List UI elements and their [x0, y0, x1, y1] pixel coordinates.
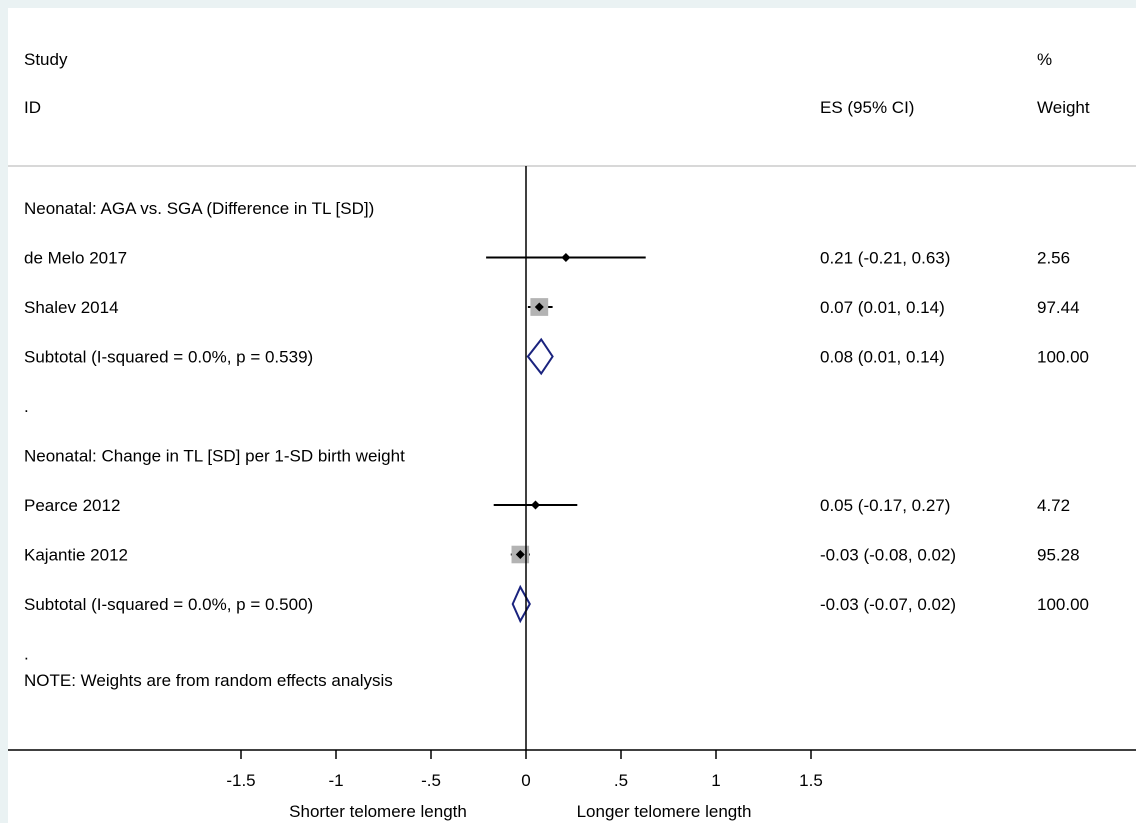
weight-value: 4.72 [1037, 496, 1070, 515]
group-label: Neonatal: Change in TL [SD] per 1-SD bir… [24, 447, 405, 466]
point-estimate [531, 500, 540, 510]
weight-value: 2.56 [1037, 249, 1070, 268]
header-study: Study [24, 50, 68, 69]
study-label: Kajantie 2012 [24, 546, 128, 565]
point-estimate [534, 302, 544, 312]
header-weight: Weight [1037, 98, 1090, 117]
subtotal-label: Subtotal (I-squared = 0.0%, p = 0.500) [24, 595, 313, 614]
x-tick-label: 0 [521, 771, 530, 790]
x-tick-label: -1 [328, 771, 343, 790]
x-tick-label: -.5 [421, 771, 441, 790]
weight-value: 100.00 [1037, 595, 1089, 614]
group-label: Neonatal: AGA vs. SGA (Difference in TL … [24, 199, 374, 218]
x-tick-label: -1.5 [226, 771, 255, 790]
row-spacer-dot: . [24, 645, 29, 664]
weight-value: 95.28 [1037, 546, 1080, 565]
x-axis-label-left: Shorter telomere length [289, 802, 467, 821]
study-label: Pearce 2012 [24, 496, 120, 515]
effect-size-ci: -0.03 (-0.08, 0.02) [820, 546, 956, 565]
footnote: NOTE: Weights are from random effects an… [24, 671, 393, 690]
x-tick-label: .5 [614, 771, 628, 790]
x-tick-label: 1 [711, 771, 720, 790]
effect-size-ci: 0.05 (-0.17, 0.27) [820, 496, 950, 515]
header-percent: % [1037, 50, 1052, 69]
point-estimate [515, 550, 525, 559]
point-estimate [561, 253, 571, 262]
x-axis-label-right: Longer telomere length [577, 802, 752, 821]
subtotal-diamond [526, 337, 554, 376]
plot-panel [8, 8, 1136, 823]
study-label: Shalev 2014 [24, 298, 119, 317]
effect-size-ci: 0.07 (0.01, 0.14) [820, 298, 945, 317]
header-es-ci: ES (95% CI) [820, 98, 914, 117]
study-label: de Melo 2017 [24, 249, 127, 268]
effect-size-ci: -0.03 (-0.07, 0.02) [820, 595, 956, 614]
effect-size-ci: 0.21 (-0.21, 0.63) [820, 249, 950, 268]
effect-size-ci: 0.08 (0.01, 0.14) [820, 348, 945, 367]
subtotal-label: Subtotal (I-squared = 0.0%, p = 0.539) [24, 348, 313, 367]
weight-value: 100.00 [1037, 348, 1089, 367]
x-tick-label: 1.5 [799, 771, 823, 790]
subtotal-diamond [511, 584, 531, 624]
header-id: ID [24, 98, 41, 117]
weight-value: 97.44 [1037, 298, 1080, 317]
row-spacer-dot: . [24, 397, 29, 416]
